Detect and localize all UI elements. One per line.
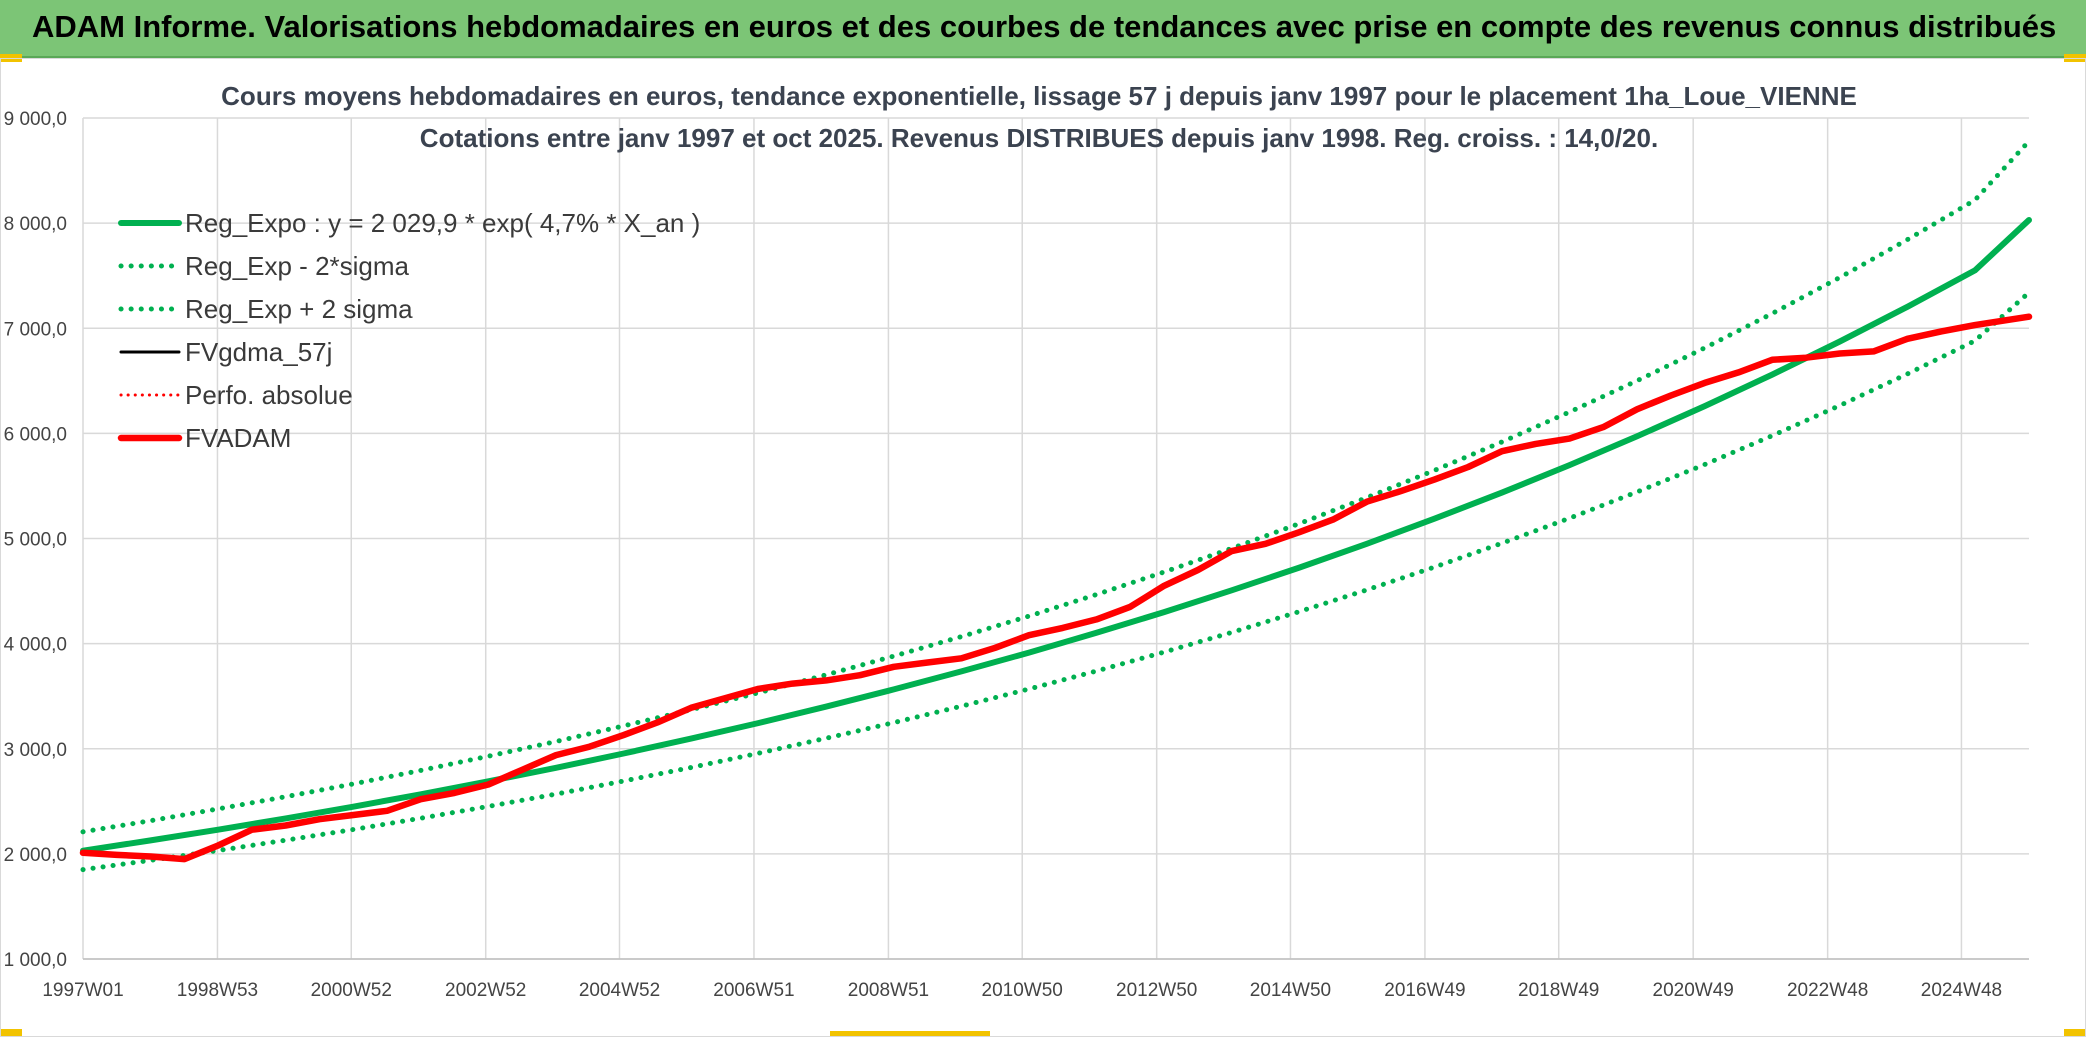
y-tick-label: 1 000,0 [4, 950, 67, 971]
x-tick-label: 2018W49 [1518, 980, 1599, 1001]
x-axis-ticks: 1997W01 1998W53 2000W52 2002W52 2004W52 2006W… [42, 980, 2002, 1001]
banner-title: ADAM Informe. Valorisations hebdomadaire… [32, 9, 2057, 44]
x-tick-label: 2022W48 [1787, 980, 1868, 1001]
y-tick-label: 5 000,0 [4, 530, 67, 551]
corner-marker [830, 1031, 990, 1037]
legend-label: FVgdma_57j [185, 337, 332, 367]
chart-title: Cours moyens hebdomadaires en euros, ten… [221, 81, 1857, 111]
page-banner: ADAM Informe. Valorisations hebdomadaire… [0, 0, 2086, 58]
series-line [81, 315, 2031, 861]
y-tick-label: 2 000,0 [4, 845, 67, 866]
y-tick-label: 7 000,0 [4, 319, 67, 340]
x-tick-label: 2024W48 [1921, 980, 2002, 1001]
x-tick-label: 2008W51 [848, 980, 929, 1001]
x-tick-label: 2012W50 [1116, 980, 1197, 1001]
series-line [80, 138, 2032, 835]
y-tick-label: 8 000,0 [4, 214, 67, 235]
line-chart: Cours moyens hebdomadaires en euros, ten… [4, 81, 2033, 1001]
corner-marker [0, 1029, 22, 1037]
legend-label: Reg_Expo : y = 2 029,9 * exp( 4,7% * X_a… [185, 208, 700, 238]
y-tick-label: 6 000,0 [4, 424, 67, 445]
x-tick-label: 2004W52 [579, 980, 660, 1001]
x-tick-label: 1998W53 [177, 980, 258, 1001]
x-tick-label: 2010W50 [982, 980, 1063, 1001]
chart-legend: Reg_Expo : y = 2 029,9 * exp( 4,7% * X_a… [117, 208, 700, 453]
chart-frame: Cours moyens hebdomadaires en euros, ten… [0, 58, 2086, 1037]
series-line [79, 313, 2033, 863]
series-line [80, 290, 2032, 873]
x-tick-label: 2016W49 [1384, 980, 1465, 1001]
y-tick-label: 9 000,0 [4, 109, 67, 130]
series-line [81, 315, 2031, 861]
x-tick-label: 2006W51 [713, 980, 794, 1001]
x-tick-label: 2020W49 [1653, 980, 1734, 1001]
y-tick-label: 4 000,0 [4, 635, 67, 656]
legend-label: Reg_Exp - 2*sigma [185, 251, 410, 281]
x-tick-label: 2014W50 [1250, 980, 1331, 1001]
series-line [80, 217, 2032, 854]
legend-label: FVADAM [185, 423, 291, 453]
chart-subtitle: Cotations entre janv 1997 et oct 2025. R… [420, 123, 1658, 153]
x-tick-label: 2002W52 [445, 980, 526, 1001]
y-tick-label: 3 000,0 [4, 740, 67, 761]
series-lines [79, 138, 2033, 873]
x-tick-label: 2000W52 [311, 980, 392, 1001]
legend-label: Reg_Exp + 2 sigma [185, 294, 413, 324]
corner-marker [2064, 1029, 2086, 1037]
legend-label: Perfo. absolue [185, 380, 353, 410]
x-tick-label: 1997W01 [42, 980, 123, 1001]
y-axis-ticks: 1 000,0 2 000,0 3 000,0 4 000,0 5 000,0 6 000… [4, 109, 67, 971]
grid-lines [82, 117, 2029, 960]
